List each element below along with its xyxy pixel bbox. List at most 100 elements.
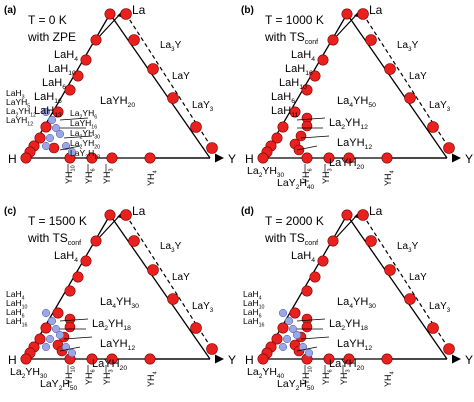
panel-temperature: T = 0 K	[28, 13, 67, 27]
y-h-point	[86, 353, 98, 365]
y-h-point	[144, 353, 156, 365]
la-h-point	[301, 285, 313, 297]
compound-label: LaH6	[42, 77, 66, 91]
la-h-point	[317, 54, 329, 66]
metastable-point	[51, 324, 61, 334]
yh-label: YH6	[321, 369, 334, 385]
la-y-point	[147, 264, 159, 276]
la-y-point	[128, 235, 140, 247]
yh4-label-group: YH4	[383, 371, 396, 387]
la-y-point	[357, 8, 369, 20]
yh-label: YH3	[102, 369, 115, 385]
la-y-point	[128, 34, 140, 46]
bottom-compound-label: LaY2H50	[40, 378, 78, 392]
ternary-point	[301, 120, 313, 132]
metastable-point	[47, 316, 57, 326]
compound-label: LaYH20	[92, 358, 127, 372]
metastable-point	[55, 129, 65, 139]
la-y-point	[365, 235, 377, 247]
y-h-point	[106, 353, 118, 365]
y-h-point	[381, 353, 393, 365]
vertex-label-y: Y	[465, 353, 473, 367]
arrow-to-la-line	[332, 212, 360, 242]
yh-label: YH3	[321, 168, 334, 184]
panel-b: (b) T = 1000 K with TSconf La H Y La3Y LaY LaY3 L…	[241, 3, 473, 191]
arrow-to-y-head	[215, 354, 224, 364]
label-lay: LaY	[172, 71, 190, 82]
compound-label: LaH4	[291, 49, 315, 63]
metastable-point	[292, 330, 302, 340]
metastable-label: LaH4	[6, 289, 25, 301]
metastable-point	[288, 324, 298, 334]
la-h-point	[90, 235, 102, 247]
y-h-point	[86, 152, 98, 164]
yh-label: YH3	[339, 369, 352, 385]
la-h-point	[72, 271, 84, 283]
yh-label-group: YH10	[64, 366, 77, 385]
la-h-point	[271, 333, 283, 345]
arrow-to-y-head	[452, 354, 461, 364]
metastable-label: LaH16	[243, 316, 265, 328]
metastable-point	[298, 342, 308, 352]
la-y-point	[206, 343, 218, 355]
metastable-label: LaH6	[6, 307, 25, 319]
arrow-to-y-head	[215, 153, 224, 163]
yh-label-group: YH6	[321, 369, 334, 385]
panel-temperature: T = 2000 K	[265, 214, 324, 228]
panel-letter: (a)	[4, 5, 16, 16]
metastable-label: LaY2H18	[70, 148, 100, 160]
la-h-point	[64, 285, 76, 297]
la-y-point	[190, 322, 202, 334]
la-h-point	[90, 34, 102, 46]
panel-c: (c) T = 1500 K with TSconf La H Y La3Y LaY LaY3 L…	[4, 204, 236, 392]
metastable-label: La2YH12	[6, 106, 36, 118]
la-h-point	[257, 152, 269, 164]
compound-label: LaYH12	[337, 137, 372, 151]
label-lay: LaY	[409, 71, 427, 82]
la-h-point	[257, 353, 269, 365]
la-y-point	[427, 322, 439, 334]
la-h-point	[271, 132, 283, 144]
metastable-label: LaYH12	[6, 115, 33, 127]
y-h-point	[343, 353, 355, 365]
yh4-label: YH4	[383, 371, 396, 387]
la-h-point	[104, 8, 116, 20]
yh-label-group: YH10	[301, 366, 314, 385]
yh-label-group: YH10	[64, 165, 77, 184]
label-lay: LaY	[172, 272, 190, 283]
metastable-point	[41, 308, 51, 318]
la-h-point	[34, 132, 46, 144]
metastable-point	[278, 342, 288, 352]
panel-letter: (b)	[241, 5, 254, 16]
label-lay3: LaY3	[429, 100, 451, 113]
metastable-point	[45, 334, 55, 344]
la-h-point	[327, 34, 339, 46]
label-lay3: LaY3	[192, 301, 214, 314]
vertex-label-h: H	[8, 152, 17, 166]
la-h-point	[341, 209, 353, 221]
la-h-point	[301, 84, 313, 96]
la-h-point	[277, 322, 289, 334]
yh4-label-group: YH4	[146, 371, 159, 387]
leader-line	[296, 117, 326, 121]
metastable-point	[304, 348, 314, 358]
metastable-label: LaH6	[243, 307, 262, 319]
compound-label: La4YH50	[337, 95, 376, 109]
vertex-label-h: H	[8, 353, 17, 367]
y-h-point	[106, 152, 118, 164]
metastable-label: LaYH5	[6, 97, 30, 109]
compound-label: LaH16	[34, 91, 62, 105]
leader-line	[300, 135, 330, 139]
la-h-point	[341, 8, 353, 20]
compound-label: LaH6	[271, 91, 295, 105]
yh-label: YH6	[84, 369, 97, 385]
yh-label-group: YH6	[84, 369, 97, 385]
la-h-point	[52, 106, 64, 118]
panel-condition: with TSconf	[264, 231, 318, 247]
metastable-point	[61, 141, 71, 151]
yh-label: YH6	[301, 168, 314, 184]
compound-label: LaH4	[54, 49, 78, 63]
panel-temperature: T = 1500 K	[28, 214, 87, 228]
metastable-point	[47, 115, 57, 125]
